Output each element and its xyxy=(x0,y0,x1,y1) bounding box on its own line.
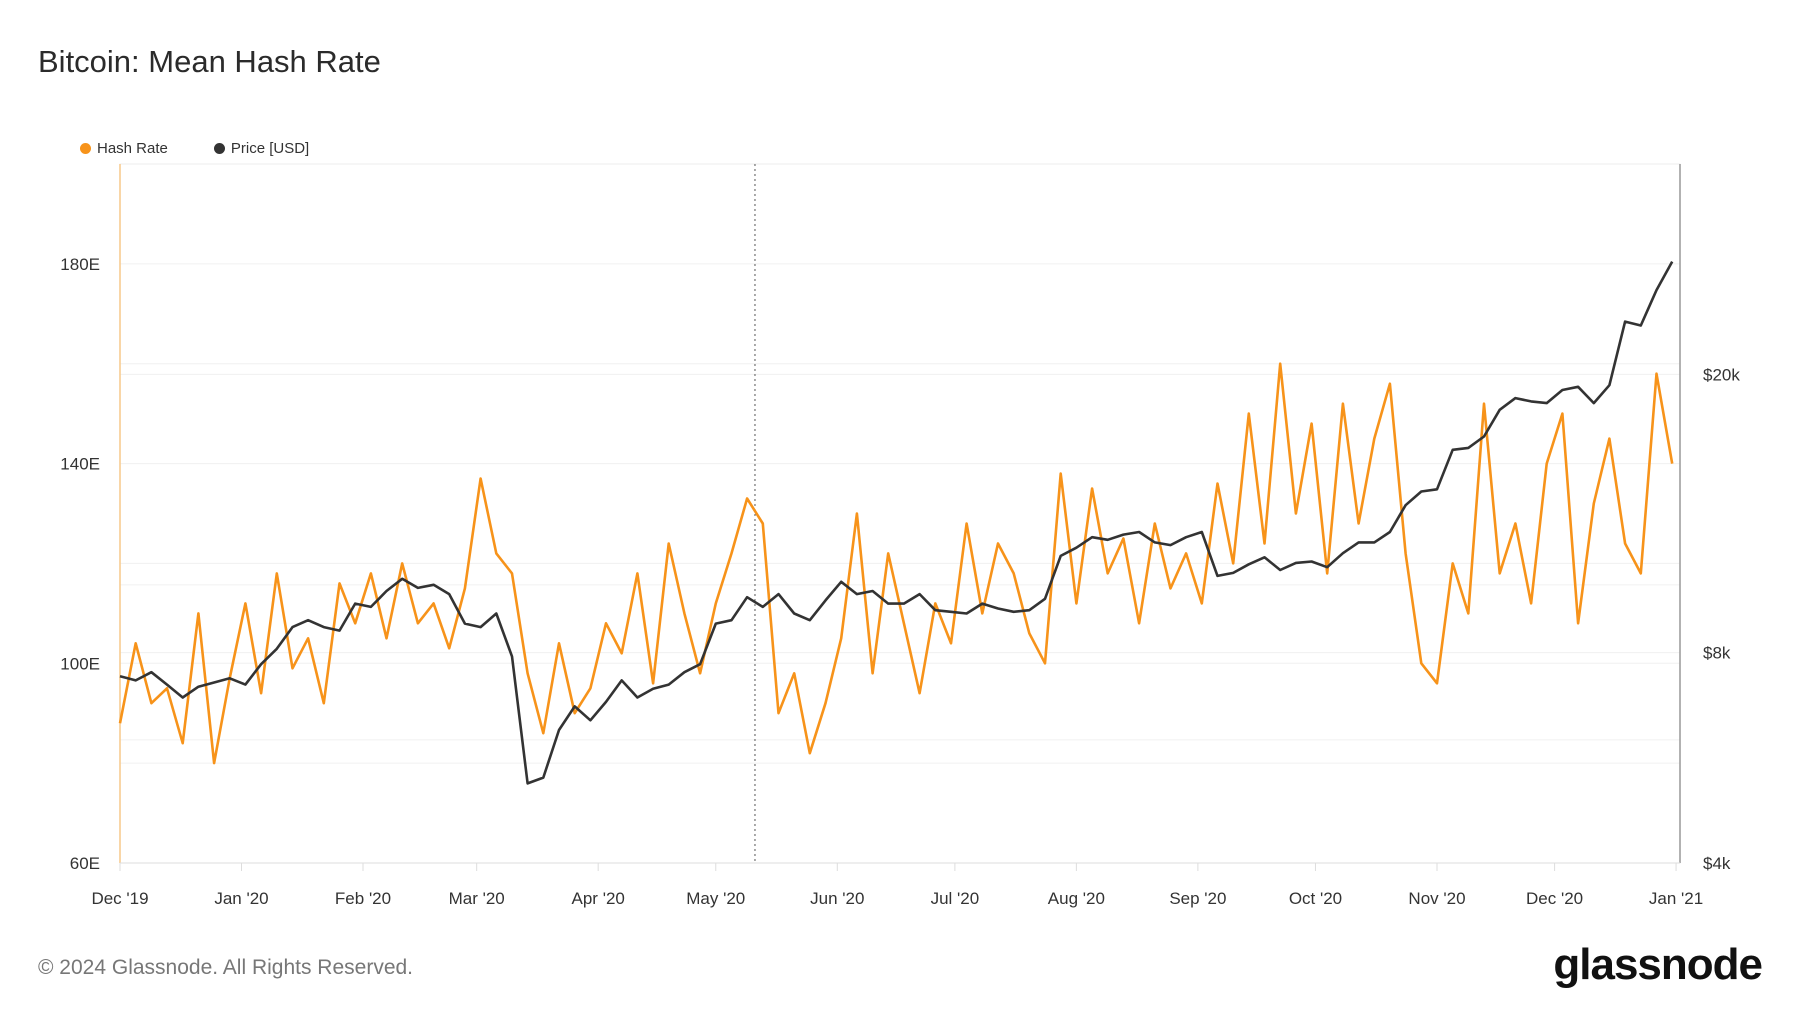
y-left-tick-label: 140E xyxy=(60,455,100,474)
x-tick-label: Dec '20 xyxy=(1526,889,1583,908)
legend-item-hash-rate[interactable]: Hash Rate xyxy=(80,140,168,157)
y-right-tick-label: $8k xyxy=(1703,644,1731,663)
x-tick-label: Jun '20 xyxy=(810,889,864,908)
legend: Hash Rate Price [USD] xyxy=(80,140,309,157)
legend-item-price[interactable]: Price [USD] xyxy=(213,140,310,157)
y-left-tick-label: 60E xyxy=(70,854,100,873)
y-left-tick-label: 100E xyxy=(60,654,100,673)
legend-dot-hash-rate xyxy=(80,143,91,154)
x-tick-label: Jan '21 xyxy=(1649,889,1703,908)
y-right-tick-label: $4k xyxy=(1703,854,1731,873)
chart-title: Bitcoin: Mean Hash Rate xyxy=(38,44,381,79)
series-line-price xyxy=(119,260,1674,785)
x-tick-label: Jan '20 xyxy=(214,889,268,908)
x-tick-label: Oct '20 xyxy=(1289,889,1342,908)
x-tick-label: Nov '20 xyxy=(1408,889,1465,908)
x-tick-label: May '20 xyxy=(686,889,745,908)
plot-area xyxy=(119,163,1681,864)
x-tick-label: Feb '20 xyxy=(335,889,391,908)
legend-label: Price [USD] xyxy=(230,140,310,157)
y-left-tick-label: 180E xyxy=(60,255,100,274)
y-right-tick-label: $20k xyxy=(1703,365,1740,384)
x-tick-label: Sep '20 xyxy=(1169,889,1226,908)
x-tick-label: Aug '20 xyxy=(1048,889,1105,908)
x-tick-label: Jul '20 xyxy=(931,889,980,908)
series-line-hash-rate xyxy=(118,362,1674,765)
x-tick-label: Apr '20 xyxy=(572,889,625,908)
x-tick-label: Dec '19 xyxy=(91,889,148,908)
legend-label: Hash Rate xyxy=(97,140,168,157)
copyright: © 2024 Glassnode. All Rights Reserved. xyxy=(38,956,414,979)
glassnode-logo: glassnode xyxy=(1553,940,1763,989)
legend-dot-price xyxy=(213,143,225,154)
x-tick-label: Mar '20 xyxy=(449,889,505,908)
